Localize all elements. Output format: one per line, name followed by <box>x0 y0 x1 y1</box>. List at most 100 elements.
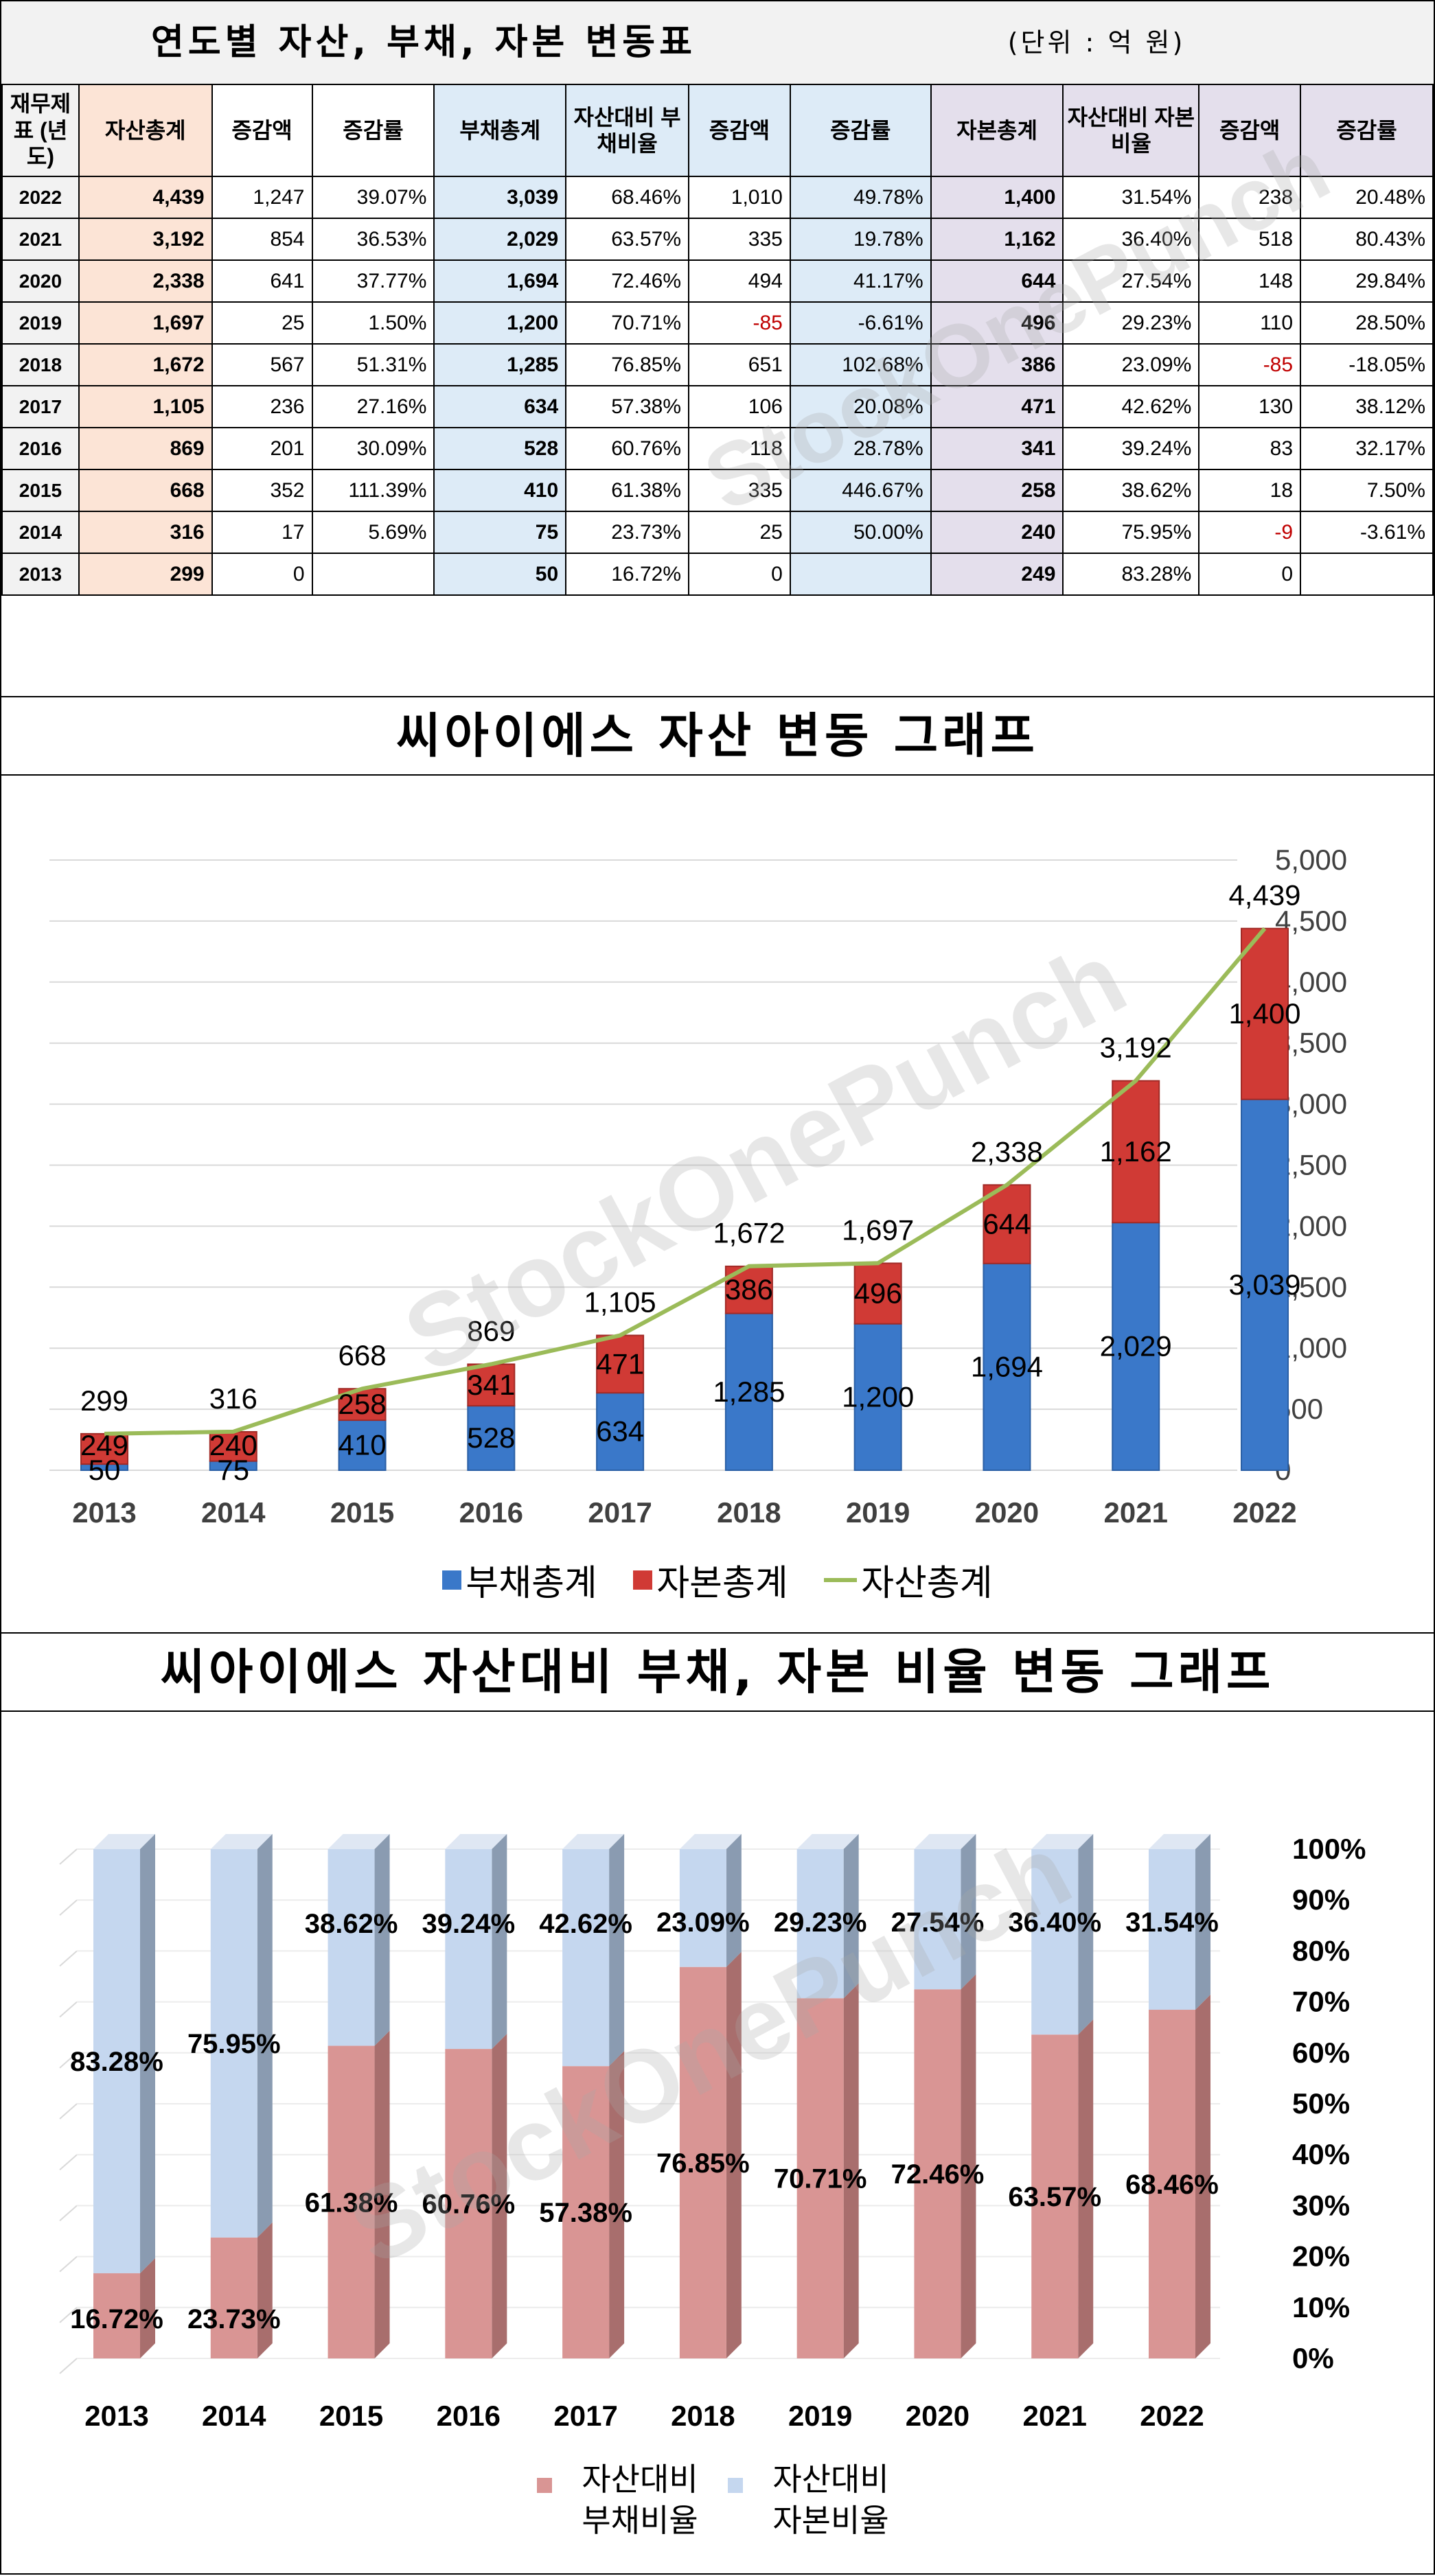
legend-debt-ratio <box>537 2465 612 2541</box>
asset-data-label: 3,192 <box>1100 1031 1172 1063</box>
cell-asset-change: 854 <box>211 218 313 261</box>
y-tick-label: 90% <box>1292 1883 1350 1916</box>
equity-ratio-bar <box>679 1849 726 1967</box>
y-tick-label: 80% <box>1292 1934 1350 1966</box>
cell-debt-ratio: 70.71% <box>565 301 689 345</box>
equity-ratio-bar <box>93 1849 140 2273</box>
cell-liability-rate: 49.78% <box>789 176 932 219</box>
table-row: 2018 1,672 567 51.31% 1,285 76.85% 651 102.68% 3… <box>1 343 1434 386</box>
equity-ratio-bar-side <box>492 1834 507 2050</box>
legend-label-equity: 자본총계 <box>656 1563 788 1604</box>
liability-data-label: 1,694 <box>971 1350 1043 1382</box>
asset-data-label: 1,105 <box>584 1286 656 1319</box>
cell-equity-change: -9 <box>1198 511 1302 554</box>
cell-asset-change: 25 <box>211 301 313 345</box>
legend-swatch-liability <box>442 1570 462 1590</box>
debt-ratio-bar <box>914 1989 961 2358</box>
equity-data-label: 341 <box>467 1369 515 1401</box>
debt-ratio-data-label: 23.73% <box>187 2304 281 2334</box>
cell-equity-rate: 20.48% <box>1300 176 1434 219</box>
equity-ratio-data-label: 31.54% <box>1125 1907 1219 1938</box>
table-title-bar: 연도별 자산, 부채, 자본 변동표 (단위 : 억 원) <box>1 1 1434 85</box>
liability-bar <box>983 1262 1031 1472</box>
cell-total-liabilities: 1,285 <box>433 343 567 386</box>
cell-debt-ratio: 16.72% <box>565 553 689 596</box>
asset-data-label: 2,338 <box>971 1135 1043 1168</box>
cell-liability-change: 335 <box>688 218 791 261</box>
debt-ratio-bar <box>679 1966 726 2358</box>
x-tick-label: 2019 <box>788 2400 852 2432</box>
cell-equity-change: 18 <box>1198 469 1302 512</box>
debt-ratio-bar-side <box>1195 1995 1210 2358</box>
cell-total-equity: 258 <box>930 469 1064 512</box>
cell-total-liabilities: 50 <box>433 553 567 596</box>
cell-asset-change: 17 <box>211 511 313 554</box>
table-title: 연도별 자산, 부채, 자본 변동표 <box>150 22 696 63</box>
cell-equity-change: -85 <box>1198 343 1302 386</box>
gridline-side <box>59 2001 78 2018</box>
table-row: 2022 4,439 1,247 39.07% 3,039 68.46% 1,010 49.7… <box>1 176 1434 219</box>
cell-asset-change: 201 <box>211 427 313 470</box>
cell-liability-change: 335 <box>688 469 791 512</box>
cell-liability-rate: 20.08% <box>789 385 932 428</box>
cell-year: 2021 <box>1 218 80 261</box>
cell-equity-ratio: 27.54% <box>1062 259 1200 303</box>
cell-equity-change: 238 <box>1198 176 1302 219</box>
y-tick-label: 100% <box>1292 1833 1366 1865</box>
cell-liability-rate <box>789 553 932 596</box>
equity-bar <box>596 1334 645 1394</box>
cell-total-equity: 644 <box>930 259 1064 303</box>
cell-total-liabilities: 1,694 <box>433 259 567 303</box>
liability-data-label: 410 <box>338 1429 387 1461</box>
debt-ratio-bar-side <box>492 2034 507 2358</box>
cell-total-assets: 1,105 <box>78 385 213 428</box>
cell-liability-change: 118 <box>688 427 791 470</box>
equity-bar <box>1112 1080 1160 1224</box>
x-tick-label: 2022 <box>1232 1496 1296 1529</box>
debt-ratio-bar <box>445 2049 492 2358</box>
header-equity-change: 증감액 <box>1198 84 1302 177</box>
x-tick-label: 2016 <box>459 1496 523 1529</box>
cell-equity-ratio: 38.62% <box>1062 469 1200 512</box>
liability-data-label: 528 <box>467 1422 515 1454</box>
legend-label-debt-ratio: 자산대비 부채비율 <box>582 2461 698 2539</box>
header-asset-rate: 증감률 <box>311 84 435 177</box>
equity-bar <box>1241 927 1289 1100</box>
gridline-side <box>59 2052 78 2069</box>
bar-top-face <box>93 1834 155 1849</box>
debt-ratio-bar-side <box>1078 2019 1094 2358</box>
asset-chart-title: 씨아이에스 자산 변동 그래프 <box>1 696 1434 776</box>
cell-liability-rate: 41.17% <box>789 259 932 303</box>
gridline-side <box>59 2205 78 2222</box>
debt-ratio-bar-side <box>843 1983 859 2358</box>
cell-total-equity: 249 <box>930 553 1064 596</box>
header-year: 재무제표 (년도) <box>1 84 80 177</box>
equity-ratio-bar-side <box>1195 1834 1210 2010</box>
legend-label-equity-ratio: 자산대비 자본비율 <box>772 2461 889 2539</box>
x-tick-label: 2022 <box>1140 2400 1204 2432</box>
table-row: 2017 1,105 236 27.16% 634 57.38% 106 20.08% 471 4… <box>1 385 1434 428</box>
cell-total-liabilities: 75 <box>433 511 567 554</box>
liability-data-label: 1,200 <box>842 1380 914 1413</box>
debt-ratio-data-label: 60.76% <box>422 2190 515 2220</box>
equity-ratio-bar <box>445 1849 492 2050</box>
cell-equity-change: 0 <box>1198 553 1302 596</box>
bar-top-face <box>210 1834 273 1849</box>
table-row: 2013 299 0 50 16.72% 0 249 83.28% 0 <box>1 553 1434 596</box>
bar-top-face <box>1149 1834 1210 1849</box>
cell-total-liabilities: 3,039 <box>433 176 567 219</box>
cell-asset-rate: 5.69% <box>311 511 435 554</box>
table-header-row: 재무제표 (년도) 자산총계 증감액 증감률 부채총계 자산대비 부채비율 증감액 증감률 자본… <box>1 84 1434 177</box>
gridline-side <box>59 2307 78 2323</box>
equity-ratio-bar-side <box>961 1834 976 1990</box>
x-tick-label: 2014 <box>202 2400 266 2432</box>
debt-ratio-data-label: 57.38% <box>539 2198 632 2228</box>
table-unit: (단위 : 억 원) <box>1007 27 1186 58</box>
cell-equity-ratio: 36.40% <box>1062 218 1200 261</box>
x-tick-label: 2020 <box>975 1496 1039 1529</box>
cell-liability-rate: 50.00% <box>789 511 932 554</box>
asset-data-label: 4,439 <box>1228 879 1300 912</box>
liability-data-label: 3,039 <box>1228 1268 1300 1301</box>
cell-asset-change: 0 <box>211 553 313 596</box>
cell-total-assets: 1,697 <box>78 301 213 345</box>
